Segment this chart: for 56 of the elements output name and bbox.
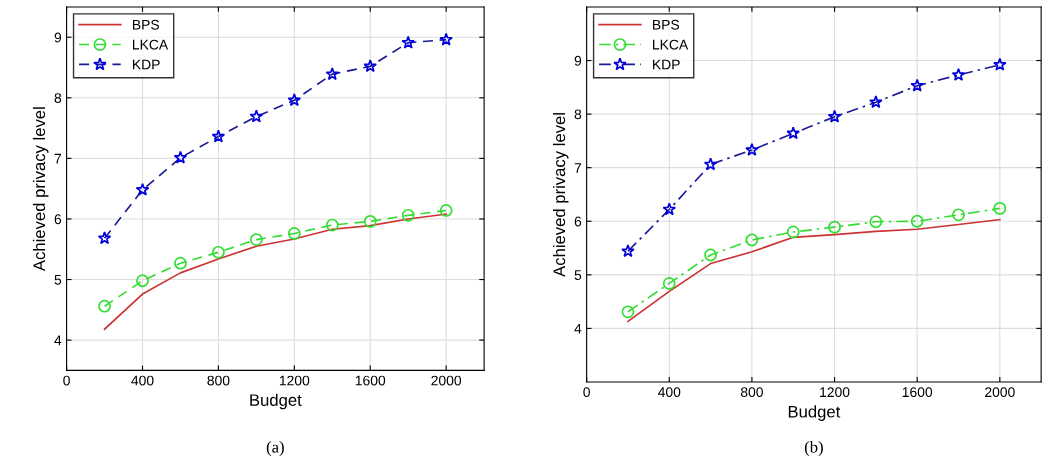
point — [401, 208, 415, 222]
y-tick-label: 9 — [574, 55, 582, 66]
point — [287, 227, 301, 240]
y-tick-label: 7 — [574, 163, 582, 173]
legend-label: LKCA — [653, 39, 689, 50]
y-tick-label: 7 — [54, 153, 62, 164]
point — [910, 214, 924, 228]
x-tick-label: 800 — [207, 375, 230, 386]
x-axis-title: Budget — [788, 405, 841, 421]
legend-label: LKCA — [133, 39, 169, 50]
x-tick-label: 1200 — [279, 375, 310, 386]
point — [869, 215, 883, 229]
y-tick-label: 6 — [54, 214, 62, 225]
legend-label: KDP — [133, 59, 160, 70]
x-tick-label: 0 — [583, 387, 590, 398]
point — [786, 225, 800, 239]
y-tick-label: 9 — [54, 32, 62, 43]
point — [325, 218, 339, 232]
point — [662, 277, 676, 290]
y-tick-label: 8 — [54, 93, 62, 103]
text: (b) — [804, 440, 823, 457]
y-axis-title: Achieved privacy level — [32, 107, 49, 272]
legend-label: BPS — [653, 19, 680, 30]
x-tick-label: 2000 — [431, 375, 462, 386]
point — [439, 204, 453, 217]
point — [136, 274, 149, 288]
y-axis-title: Achieved privacy level — [552, 113, 569, 277]
point — [98, 299, 111, 313]
x-tick-label: 400 — [658, 387, 681, 398]
point — [363, 214, 377, 228]
y-tick-label: 5 — [54, 275, 62, 285]
point — [621, 305, 635, 319]
y-tick-label: 4 — [574, 323, 582, 334]
y-tick-label: 5 — [574, 270, 582, 280]
legend-label: BPS — [133, 19, 160, 30]
point — [993, 201, 1007, 215]
text: (a) — [266, 440, 284, 457]
point — [174, 256, 187, 270]
point — [828, 220, 841, 234]
x-tick-label: 400 — [131, 375, 154, 386]
point — [249, 233, 263, 246]
point — [745, 233, 759, 247]
legend-label: KDP — [653, 59, 680, 70]
x-tick-label: 1600 — [355, 375, 386, 386]
y-tick-label: 8 — [574, 109, 582, 120]
point — [952, 208, 965, 222]
x-tick-label: 1600 — [902, 387, 933, 398]
x-tick-label: 1200 — [820, 387, 850, 398]
x-tick-label: 0 — [63, 375, 70, 386]
x-tick-label: 2000 — [985, 387, 1015, 398]
x-axis-title: Budget — [250, 393, 302, 410]
y-tick-label: 4 — [54, 335, 62, 346]
y-tick-label: 6 — [574, 216, 582, 227]
point — [212, 245, 225, 259]
x-tick-label: 800 — [740, 387, 763, 398]
point — [704, 248, 717, 262]
